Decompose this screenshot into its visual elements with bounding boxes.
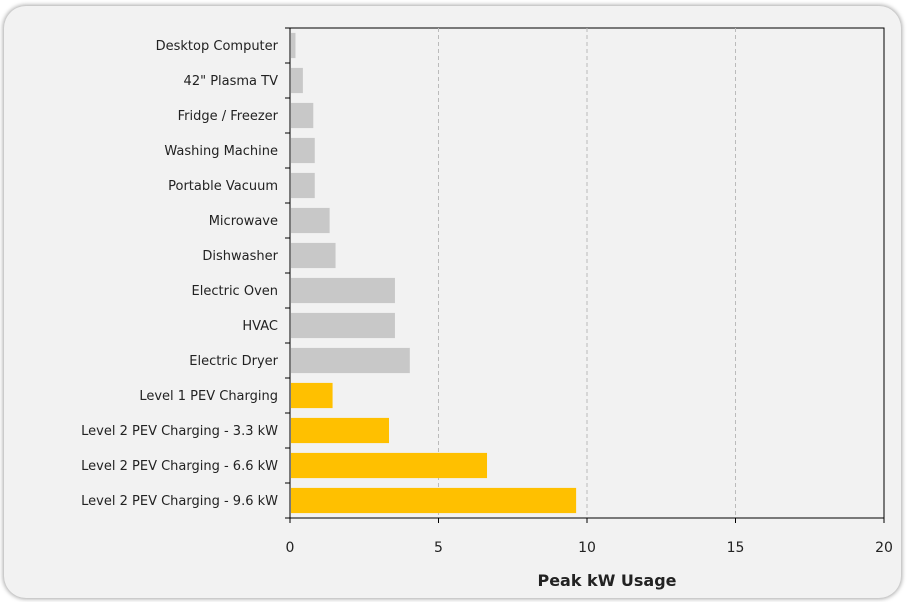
bar-7: [291, 277, 395, 304]
chart-card: Desktop Computer 42" Plasma TV Fridge / Fr…: [4, 6, 901, 598]
bar-4: [291, 172, 315, 199]
x-tick-label-5: 5: [434, 540, 443, 556]
bar-8: [291, 312, 395, 339]
category-label-13: Level 2 PEV Charging - 9.6 kW: [81, 494, 278, 509]
bar-2: [291, 102, 314, 129]
category-label-0: Desktop Computer: [156, 39, 279, 54]
category-label-10: Level 1 PEV Charging: [139, 389, 278, 404]
bar-5: [291, 207, 330, 234]
category-label-4: Portable Vacuum: [168, 179, 278, 194]
category-label-7: Electric Oven: [192, 284, 278, 299]
category-label-12: Level 2 PEV Charging - 6.6 kW: [81, 459, 278, 474]
bar-10: [291, 382, 333, 409]
x-axis-title: Peak kW Usage: [537, 571, 676, 590]
bar-1: [291, 67, 303, 94]
bar-0: [291, 32, 296, 59]
bar-9: [291, 347, 410, 374]
bar-3: [291, 137, 315, 164]
x-tick-label-10: 10: [578, 540, 596, 556]
category-label-5: Microwave: [209, 214, 278, 229]
category-label-8: HVAC: [242, 319, 278, 334]
bar-13: [291, 487, 577, 514]
category-label-2: Fridge / Freezer: [178, 109, 279, 124]
x-tick-label-0: 0: [286, 540, 295, 556]
bar-12: [291, 452, 488, 479]
bar-11: [291, 417, 390, 444]
bar-6: [291, 242, 336, 269]
category-label-9: Electric Dryer: [189, 354, 278, 369]
x-tick-label-20: 20: [875, 540, 893, 556]
bar-chart: Desktop Computer 42" Plasma TV Fridge / Fr…: [81, 27, 893, 590]
category-label-1: 42" Plasma TV: [184, 74, 279, 89]
category-label-3: Washing Machine: [164, 144, 278, 159]
category-label-6: Dishwasher: [202, 249, 278, 264]
x-tick-label-15: 15: [727, 540, 745, 556]
category-label-11: Level 2 PEV Charging - 3.3 kW: [81, 424, 278, 439]
